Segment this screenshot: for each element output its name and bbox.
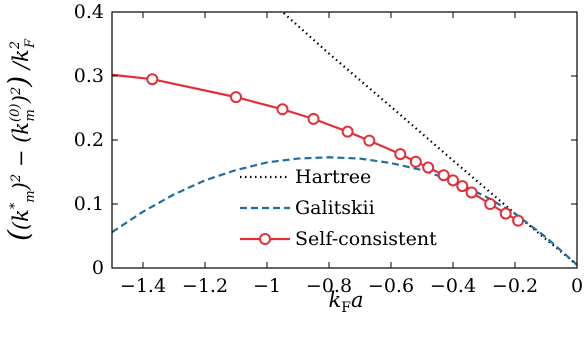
- x-tick-label: −0.8: [306, 275, 352, 297]
- series-point-self-consistent: [456, 180, 469, 193]
- x-tick-label: −1: [253, 275, 281, 297]
- series-point-self-consistent: [437, 169, 450, 182]
- series-point-self-consistent: [363, 134, 376, 147]
- series-point-self-consistent: [512, 214, 525, 227]
- ticks-layer: −1.4 −1.2 −1 −0.8 −0.6 −0.4 −0.2 0 0 0.1 0.2 0.3 0.4: [74, 1, 583, 297]
- series-point-self-consistent: [499, 207, 512, 220]
- series-point-self-consistent: [341, 125, 354, 138]
- x-tick-label: 0: [571, 275, 583, 297]
- series-point-self-consistent: [447, 174, 459, 187]
- legend-marker-self-consistent: [259, 233, 271, 245]
- legend-label-hartree: Hartree: [295, 166, 371, 188]
- y-tick-label: 0.4: [74, 1, 104, 23]
- y-axis-label: ((k*m)2 − (k(0)m)2) /k2F: [2, 38, 38, 241]
- x-tick-label: −1.4: [120, 275, 166, 297]
- series-point-self-consistent: [276, 103, 289, 116]
- series-layer: [112, 12, 577, 266]
- series-point-self-consistent: [230, 91, 242, 104]
- series-point-self-consistent: [465, 186, 478, 199]
- y-tick-label: 0: [92, 257, 104, 279]
- series-line-hartree: [281, 12, 577, 266]
- x-axis-label: kFa: [329, 288, 364, 316]
- legend-label-self-consistent: Self-consistent: [295, 228, 437, 250]
- series-point-self-consistent: [146, 73, 159, 86]
- y-tick-label: 0.2: [74, 129, 104, 151]
- x-tick-label: −1.2: [182, 275, 228, 297]
- y-tick-label: 0.3: [74, 65, 104, 87]
- legend: Hartree Galitskii Self-consistent: [240, 166, 437, 250]
- series-point-self-consistent: [307, 112, 320, 125]
- x-tick-label: −0.6: [368, 275, 414, 297]
- series-point-self-consistent: [484, 198, 497, 210]
- x-tick-label: −0.4: [430, 275, 476, 297]
- series-point-self-consistent: [422, 161, 435, 174]
- x-tick-label: −0.2: [492, 275, 538, 297]
- series-point-self-consistent: [409, 155, 422, 168]
- series-line-galitskii: [112, 156, 577, 266]
- y-tick-label: 0.1: [74, 193, 104, 215]
- legend-label-galitskii: Galitskii: [295, 197, 375, 219]
- series-point-self-consistent: [394, 148, 407, 161]
